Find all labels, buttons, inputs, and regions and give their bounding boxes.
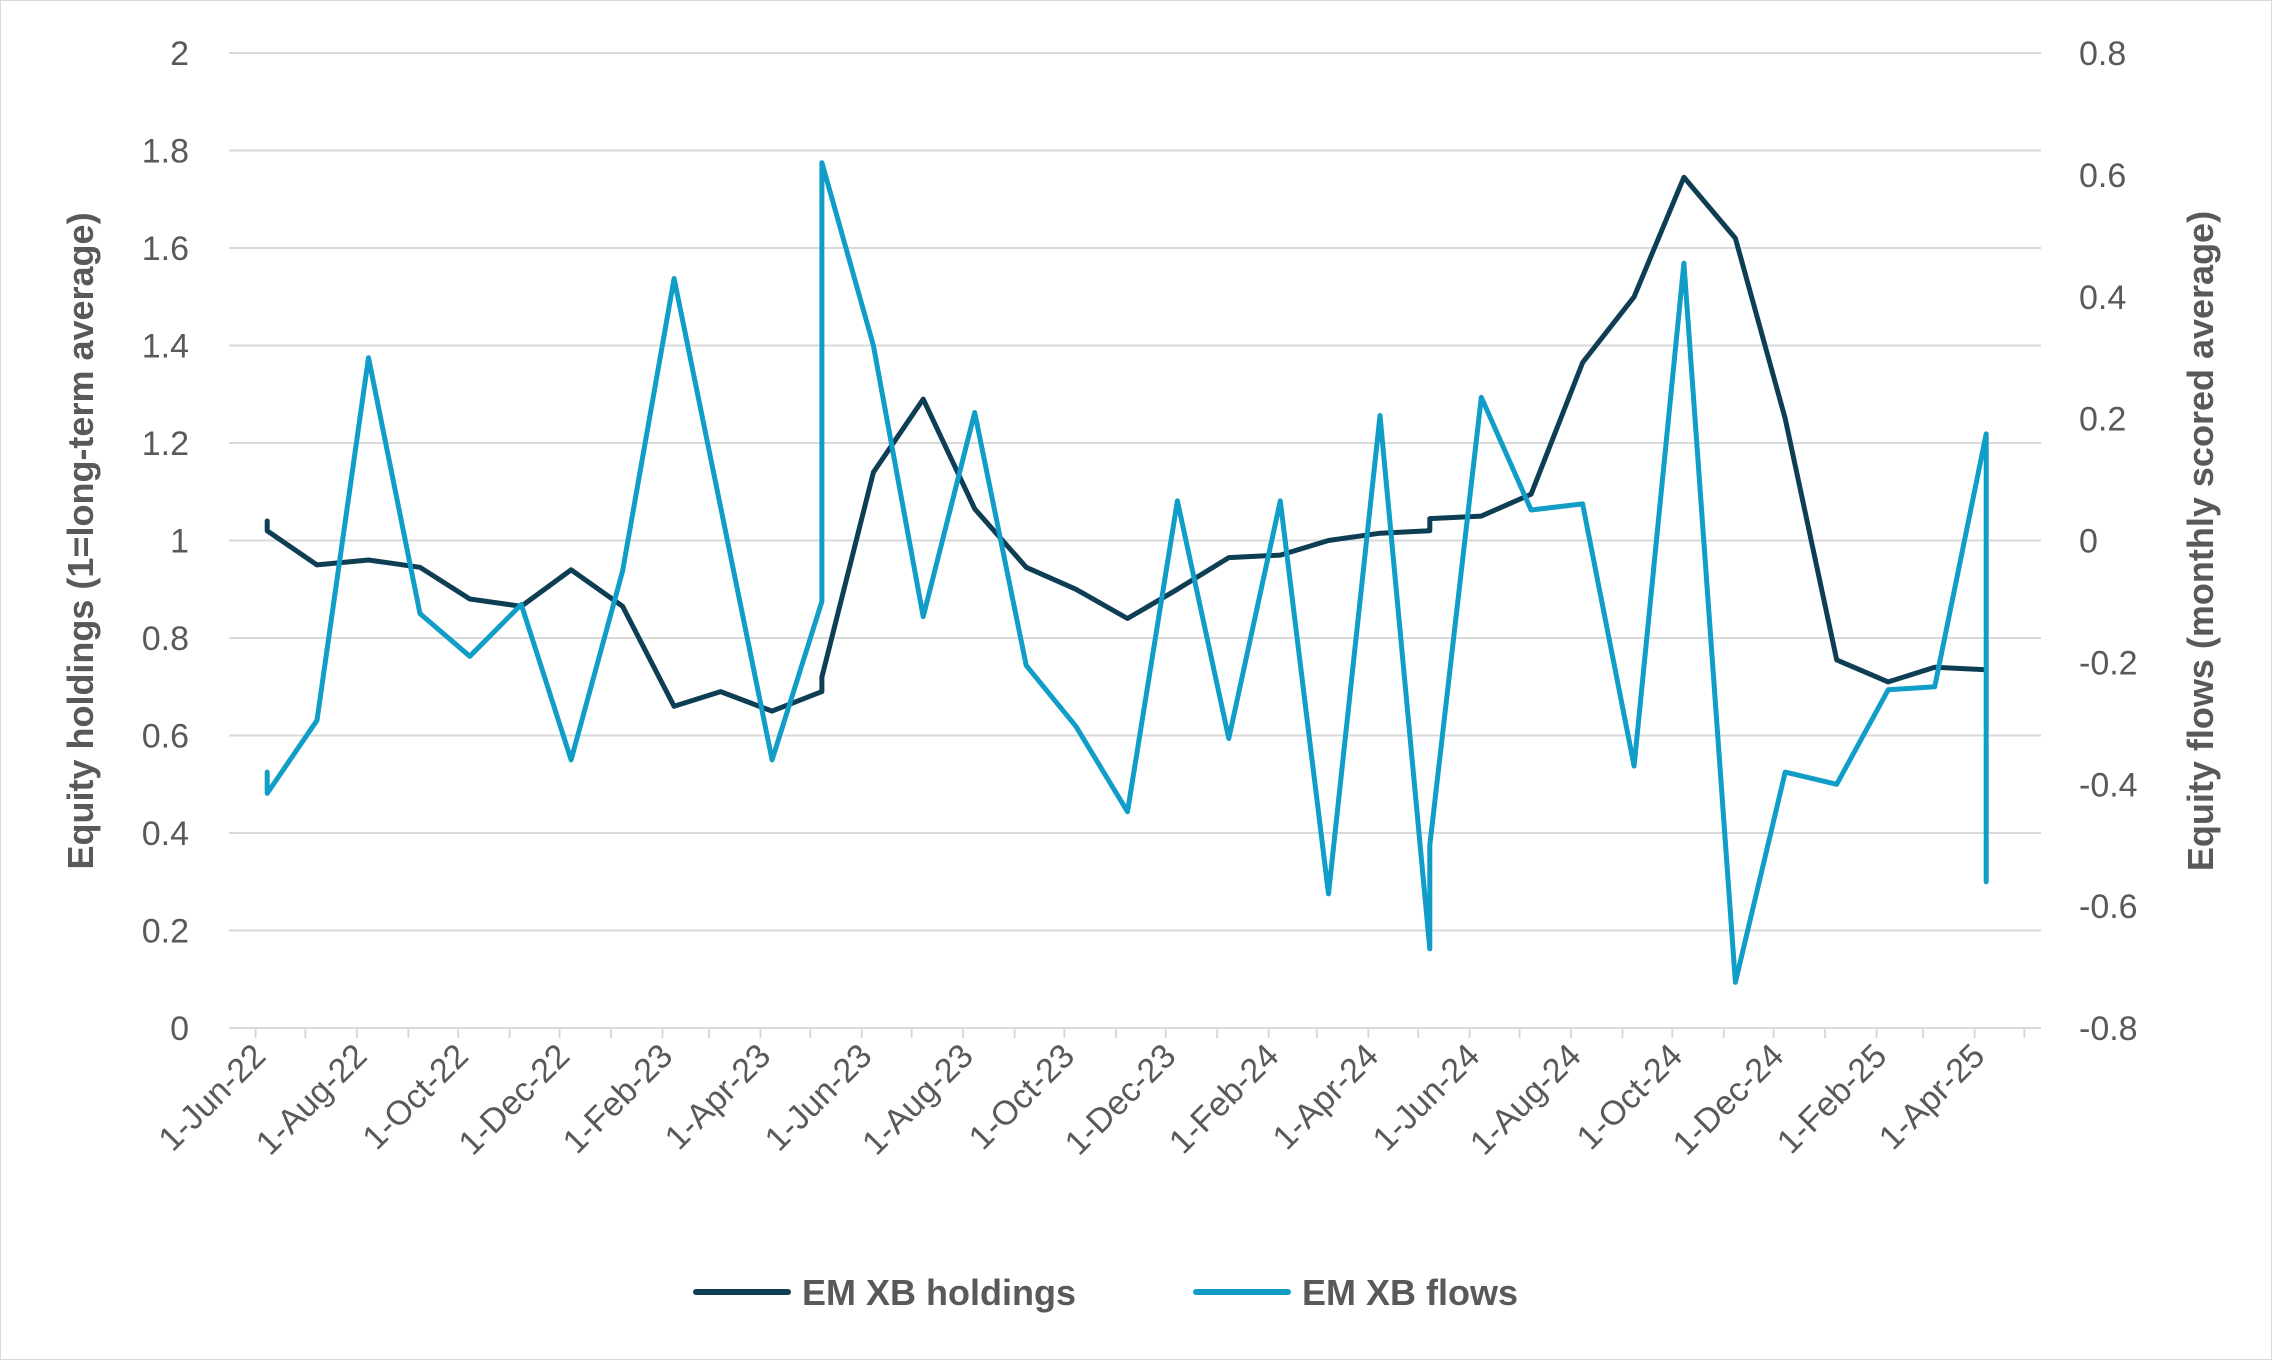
x-tick-label: 1-Apr-23 [658, 1037, 778, 1157]
x-tick-label: 1-Feb-24 [1162, 1037, 1286, 1161]
y-tick-label-left: 0 [170, 1010, 189, 1048]
legend-label: EM XB holdings [802, 1272, 1076, 1313]
y-tick-label-right: 0.8 [2079, 35, 2126, 73]
y-tick-label-left: 1.8 [142, 133, 189, 171]
x-tick-label: 1-Feb-23 [556, 1037, 680, 1161]
y-tick-label-left: 2 [170, 35, 189, 73]
x-tick-label: 1-Apr-24 [1266, 1037, 1386, 1157]
y-tick-label-left: 0.4 [142, 815, 189, 853]
x-tick-label: 1-Dec-24 [1666, 1037, 1792, 1163]
x-tick-label: 1-Dec-23 [1058, 1037, 1184, 1163]
y-tick-label-left: 0.8 [142, 620, 189, 658]
y-tick-label-right: 0.4 [2079, 279, 2126, 317]
x-tick-label: 1-Dec-22 [451, 1037, 577, 1163]
y-tick-label-right: -0.8 [2079, 1010, 2138, 1048]
y-tick-label-left: 0.2 [142, 913, 189, 951]
x-tick-label: 1-Apr-25 [1872, 1037, 1992, 1157]
x-tick-label: 1-Aug-24 [1463, 1037, 1589, 1163]
x-axis-ticks: 1-Jun-221-Aug-221-Oct-221-Dec-221-Feb-23… [151, 1037, 1992, 1163]
left-axis-ticks: 0 0.2 0.4 0.6 0.8 1 1.2 1.4 1.6 1.8 2 [142, 35, 189, 1048]
x-tick-label: 1-Aug-23 [855, 1037, 981, 1163]
y-axis-title-left: Equity holdings (1=long-term average) [60, 212, 101, 869]
y-tick-label-left: 1 [170, 523, 189, 561]
y-tick-label-right: -0.2 [2079, 644, 2138, 682]
series-line-flows [267, 163, 1986, 983]
right-axis-ticks: -0.8 -0.6 -0.4 -0.2 0 0.2 0.4 0.6 0.8 [2079, 35, 2138, 1048]
y-tick-label-right: 0.6 [2079, 157, 2126, 195]
y-tick-label-right: -0.6 [2079, 888, 2138, 926]
gridlines [229, 53, 2041, 931]
y-tick-label-left: 1.2 [142, 425, 189, 463]
series-layer [267, 163, 1986, 983]
y-tick-label-left: 1.6 [142, 230, 189, 268]
x-axis [229, 1028, 2041, 1038]
y-tick-label-right: 0.2 [2079, 401, 2126, 439]
y-tick-label-left: 1.4 [142, 328, 189, 366]
x-tick-label: 1-Feb-25 [1770, 1037, 1894, 1161]
y-tick-label-right: -0.4 [2079, 766, 2138, 804]
x-tick-label: 1-Aug-22 [249, 1037, 375, 1163]
legend: EM XB holdings EM XB flows [696, 1272, 1518, 1313]
y-tick-label-right: 0 [2079, 523, 2098, 561]
y-axis-title-right: Equity flows (monthly scored average) [2180, 211, 2221, 871]
legend-label: EM XB flows [1302, 1272, 1518, 1313]
y-tick-label-left: 0.6 [142, 718, 189, 756]
series-line-holdings [267, 177, 1986, 711]
